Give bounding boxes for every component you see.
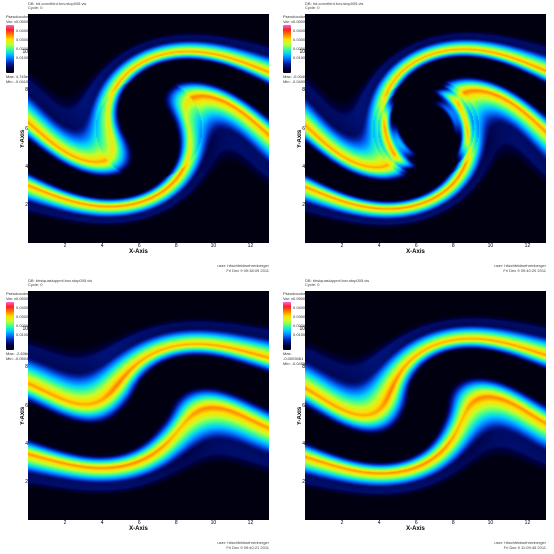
colorbar <box>6 302 14 350</box>
y-tick: 2 <box>25 202 28 208</box>
x-tick: 4 <box>378 520 381 526</box>
y-tick: 8 <box>25 364 28 370</box>
x-tick: 4 <box>101 243 104 249</box>
y-tick: 10 <box>299 49 305 55</box>
x-tick: 10 <box>211 243 217 249</box>
x-ticks: 24681012 <box>305 520 546 526</box>
colorbar <box>283 302 291 350</box>
y-tick: 10 <box>22 326 28 332</box>
x-axis-label: X-Axis <box>129 249 148 255</box>
x-tick: 2 <box>64 243 67 249</box>
x-ticks: 24681012 <box>28 243 269 249</box>
y-axis-label: Y-Axis <box>20 406 26 424</box>
footer-date: Fri Dec 9 09:40:21 2011 <box>217 546 269 550</box>
x-tick: 2 <box>341 520 344 526</box>
x-ticks: 24681012 <box>305 243 546 249</box>
heatmap-canvas <box>305 291 546 520</box>
y-ticks: 246810 <box>297 291 305 520</box>
x-axis-label: X-Axis <box>406 526 425 532</box>
footer-meta: user: hitschfeldwehrenbergerFri Dec 9 09… <box>494 264 546 273</box>
x-tick: 4 <box>101 520 104 526</box>
footer-date: Fri Dec 9 09:38:09 2011 <box>217 269 269 273</box>
y-ticks: 246810 <box>20 14 28 243</box>
y-tick: 4 <box>25 441 28 447</box>
x-axis-label: X-Axis <box>406 249 425 255</box>
colorbar <box>6 25 14 73</box>
y-tick: 10 <box>299 326 305 332</box>
x-tick: 8 <box>452 243 455 249</box>
footer-meta: user: hitschfeldwehrenbergerFri Dec 9 09… <box>217 264 269 273</box>
y-tick: 10 <box>22 49 28 55</box>
y-ticks: 246810 <box>20 291 28 520</box>
x-tick: 12 <box>525 243 531 249</box>
x-tick: 10 <box>211 520 217 526</box>
y-tick: 8 <box>25 87 28 93</box>
footer-date: Fri Dec 9 09:40:20 2011 <box>494 269 546 273</box>
x-ticks: 24681012 <box>28 520 269 526</box>
db-header: DB: bhsiquasiuppml.bov.stop005.vis Cycle… <box>305 279 369 288</box>
heatmap-canvas <box>28 14 269 243</box>
y-axis-label: Y-Axis <box>20 129 26 147</box>
db-header: DB: hd-convthird.bov.stop005.vis Cycle: … <box>305 2 363 11</box>
y-axis-label: Y-Axis <box>297 129 303 147</box>
y-tick: 4 <box>25 164 28 170</box>
y-tick: 4 <box>302 441 305 447</box>
x-tick: 8 <box>175 243 178 249</box>
y-tick: 8 <box>302 364 305 370</box>
x-tick: 8 <box>452 520 455 526</box>
footer-meta: user: hitschfeldwehrenbergerFri Dec 9 11… <box>494 541 546 550</box>
x-tick: 10 <box>488 243 494 249</box>
panel-3: DB: bhsiquasiuppml.bov.stop005.vis Cycle… <box>277 277 554 554</box>
panel-grid: DB: hd-convthird.bov.stop005.vis Cycle: … <box>0 0 554 554</box>
y-axis-label: Y-Axis <box>297 406 303 424</box>
plot-area <box>305 14 546 243</box>
footer-meta: user: hitschfeldwehrenbergerFri Dec 9 09… <box>217 541 269 550</box>
y-tick: 8 <box>302 87 305 93</box>
db-header: DB: bhsiquasiuppml.bov.stop005.vis Cycle… <box>28 279 92 288</box>
y-tick: 4 <box>302 164 305 170</box>
y-tick: 2 <box>25 479 28 485</box>
footer-date: Fri Dec 9 11:09:45 2011 <box>494 546 546 550</box>
panel-1: DB: hd-convthird.bov.stop005.vis Cycle: … <box>277 0 554 277</box>
x-tick: 8 <box>175 520 178 526</box>
x-tick: 10 <box>488 520 494 526</box>
x-tick: 2 <box>64 520 67 526</box>
x-tick: 4 <box>378 243 381 249</box>
plot-area <box>28 14 269 243</box>
y-tick: 2 <box>302 479 305 485</box>
plot-area <box>305 291 546 520</box>
x-tick: 12 <box>248 520 254 526</box>
panel-0: DB: hd-convthird.bov.stop005.vis Cycle: … <box>0 0 277 277</box>
plot-area <box>28 291 269 520</box>
x-tick: 2 <box>341 243 344 249</box>
heatmap-canvas <box>28 291 269 520</box>
x-tick: 12 <box>525 520 531 526</box>
x-tick: 12 <box>248 243 254 249</box>
y-tick: 2 <box>302 202 305 208</box>
y-ticks: 246810 <box>297 14 305 243</box>
heatmap-canvas <box>305 14 546 243</box>
db-header: DB: hd-convthird.bov.stop005.vis Cycle: … <box>28 2 86 11</box>
x-axis-label: X-Axis <box>129 526 148 532</box>
colorbar <box>283 25 291 73</box>
panel-2: DB: bhsiquasiuppml.bov.stop005.vis Cycle… <box>0 277 277 554</box>
